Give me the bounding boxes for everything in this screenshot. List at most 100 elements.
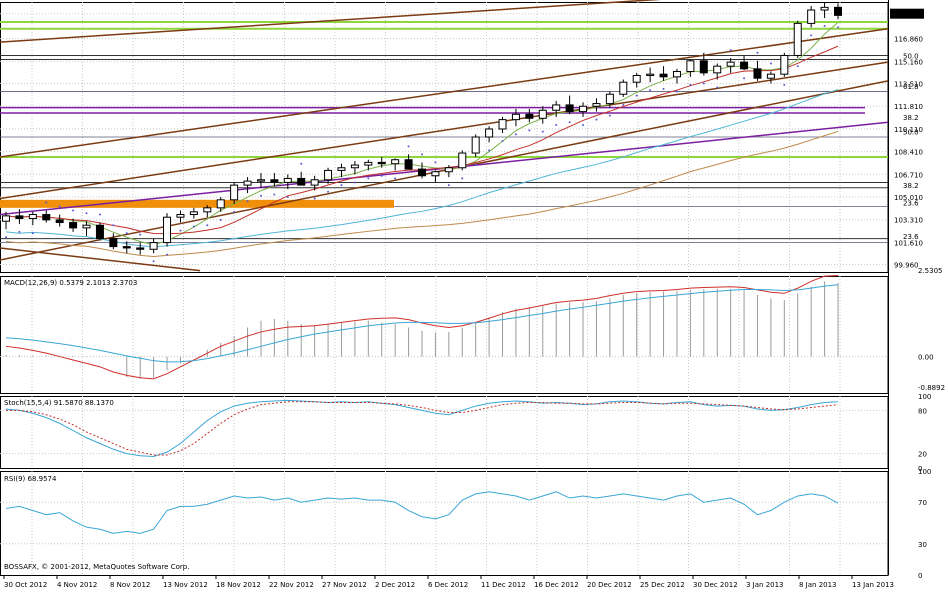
- candle-body: [753, 68, 762, 79]
- macd-line: [5, 274, 839, 380]
- rsi-scale-label: 30: [918, 541, 927, 549]
- candle-body: [579, 105, 588, 113]
- candle-body: [364, 161, 373, 166]
- candle-body: [485, 128, 494, 138]
- sar-dot: [662, 87, 665, 90]
- candle-body: [55, 219, 64, 224]
- candle-body: [15, 215, 24, 220]
- candle-body: [189, 211, 198, 216]
- candle-body: [109, 238, 118, 248]
- sar-dot: [85, 212, 88, 215]
- sar-dot: [18, 230, 21, 233]
- rsi-line: [5, 491, 839, 534]
- fib-label: 50.0: [903, 52, 919, 60]
- candle-body: [780, 54, 789, 75]
- candle-body: [337, 167, 346, 171]
- sar-dot: [514, 133, 517, 136]
- time-axis-label: 22 Nov 2012: [269, 581, 314, 589]
- candle-body: [404, 159, 413, 170]
- time-axis-label: 6 Dec 2012: [428, 581, 468, 589]
- sar-dot: [474, 164, 477, 167]
- trend-line: [0, 247, 201, 272]
- candle-body: [471, 136, 480, 154]
- sar-dot: [783, 83, 786, 86]
- candle-body: [766, 73, 775, 79]
- time-axis-label: 18 Nov 2012: [216, 581, 261, 589]
- price-tick-label: 108.410: [894, 149, 923, 157]
- sar-dot: [98, 213, 101, 216]
- candle-body: [163, 216, 172, 244]
- candle-body: [659, 73, 668, 78]
- candle-body: [793, 22, 802, 56]
- trend-line: [0, 27, 889, 158]
- candle-body: [605, 93, 614, 105]
- sar-dot: [702, 82, 705, 85]
- candle-body: [230, 184, 239, 201]
- stoch-scale-label: 0: [918, 465, 922, 473]
- current-price-label: 118.725: [893, 11, 922, 19]
- sar-dot: [407, 145, 410, 148]
- time-axis-label: 16 Dec 2012: [534, 581, 579, 589]
- candle-body: [324, 169, 333, 181]
- candle-body: [431, 171, 440, 177]
- sar-dot: [461, 177, 464, 180]
- sar-dot: [622, 103, 625, 106]
- sar-dot: [823, 25, 826, 28]
- sar-dot: [340, 184, 343, 187]
- fib-label: 23.6: [903, 233, 919, 241]
- sar-dot: [635, 94, 638, 97]
- candle-body: [82, 224, 91, 229]
- macd-panel: 2.5305 0.00 -0.8892: [0, 267, 945, 392]
- candle-body: [42, 214, 51, 221]
- rsi-scale-label: 70: [918, 499, 927, 507]
- sar-dot: [72, 209, 75, 212]
- time-axis-label: 3 Jan 2013: [746, 581, 784, 589]
- sar-dot: [45, 201, 48, 204]
- candle-body: [834, 6, 842, 16]
- candle-body: [552, 104, 561, 111]
- price-tick-label: 105.010: [894, 194, 923, 202]
- moving-average-line: [5, 130, 839, 257]
- sar-dot: [810, 34, 813, 37]
- time-axis-label: 30 Oct 2012: [4, 581, 47, 589]
- price-tick-label: 106.710: [894, 171, 923, 179]
- stoch-panel: 100 80 20 0: [0, 393, 931, 473]
- sar-dot: [568, 121, 571, 124]
- stoch-scale-label: 20: [918, 451, 927, 459]
- stoch-scale-label: 100: [918, 393, 931, 401]
- time-axis-label: 20 Dec 2012: [587, 581, 632, 589]
- sar-dot: [112, 224, 115, 227]
- candle-body: [136, 247, 145, 250]
- price-tick-label: 111.810: [894, 103, 923, 111]
- candle-body: [820, 6, 829, 11]
- trend-line: [0, 0, 661, 43]
- orange-zone: [0, 199, 394, 208]
- sar-dot: [353, 181, 356, 184]
- macd-title: MACD(12,26,9) 0.5379 2.1013 2.3703: [4, 279, 137, 287]
- time-axis-label: 2 Dec 2012: [375, 581, 415, 589]
- fib-label: 38.2: [903, 182, 919, 190]
- price-tick-label: 115.160: [894, 58, 923, 66]
- fib-label: 23.6: [903, 200, 919, 208]
- candle-body: [672, 71, 681, 78]
- candle-body: [203, 207, 212, 213]
- candle-body: [377, 161, 386, 165]
- candle-body: [28, 214, 37, 220]
- candle-body: [740, 61, 749, 70]
- time-axis-label: 30 Dec 2012: [693, 581, 738, 589]
- sar-dot: [246, 200, 249, 203]
- sar-dot: [729, 49, 732, 52]
- sar-dot: [219, 218, 222, 221]
- candle-body: [458, 152, 467, 169]
- sar-dot: [367, 177, 370, 180]
- sar-dot: [327, 190, 330, 193]
- panel-frame: [0, 276, 889, 394]
- candle-body: [511, 113, 520, 121]
- sar-dot: [837, 26, 839, 29]
- candle-body: [726, 61, 735, 67]
- macd-scale-label: 2.5305: [918, 267, 943, 275]
- fib-label: 50.0: [903, 129, 919, 137]
- sar-dot: [192, 225, 195, 228]
- chart-grid: [0, 0, 889, 576]
- candle-body: [391, 159, 400, 165]
